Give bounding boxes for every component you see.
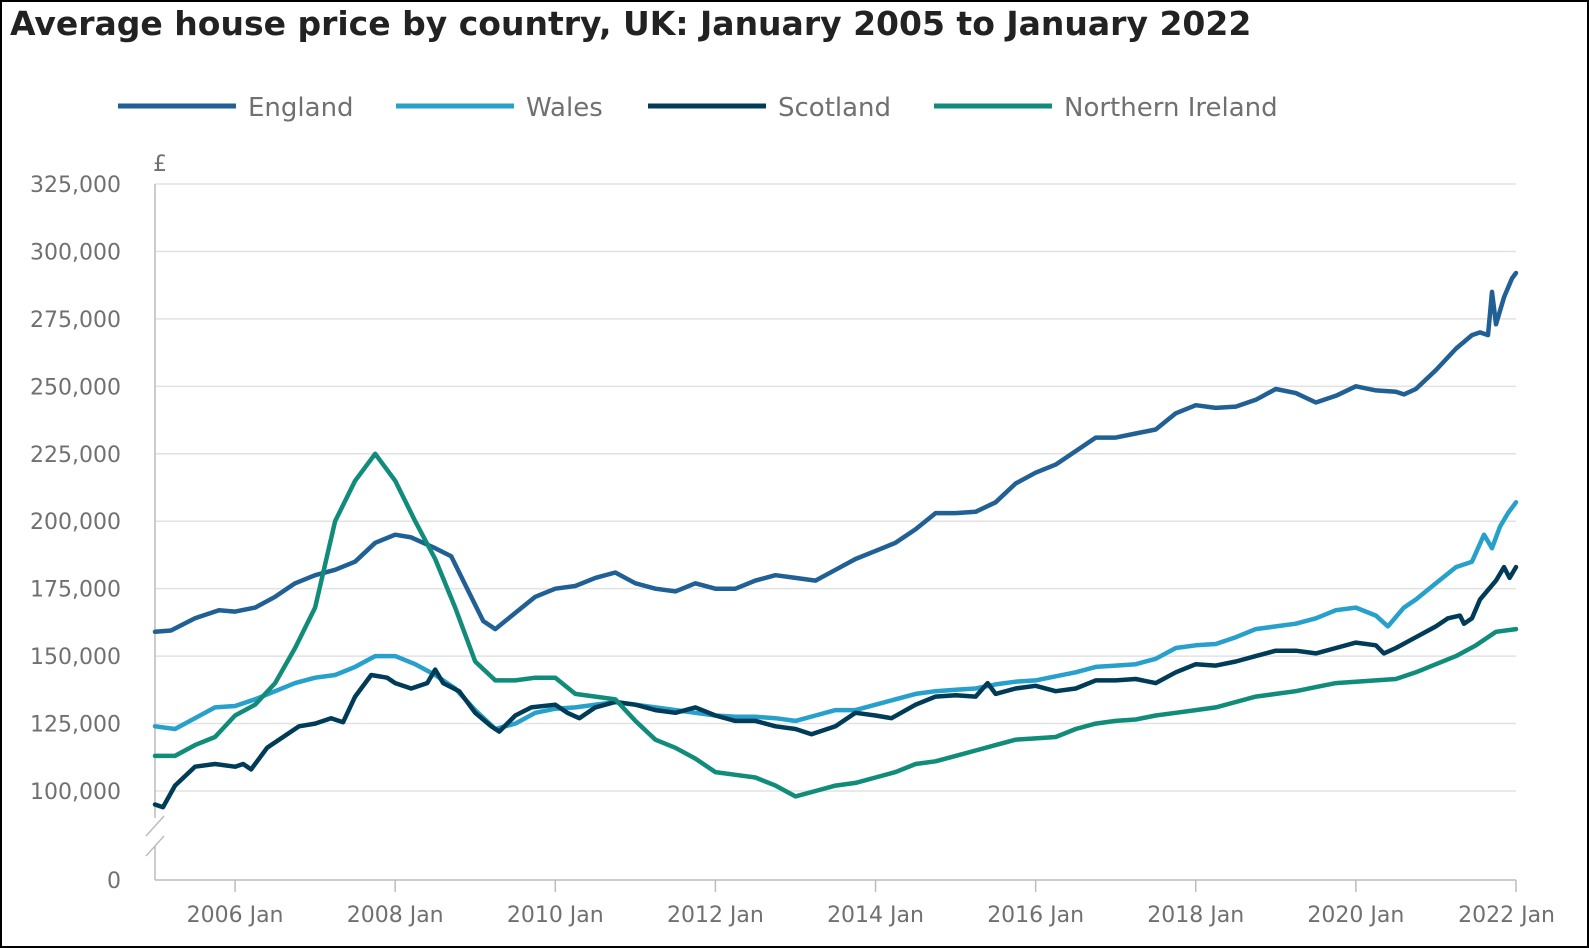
series-line-wales <box>152 500 1519 732</box>
x-tick-label: 2014 Jan <box>827 903 924 928</box>
y-tick-label: 300,000 <box>30 240 121 265</box>
gridlines <box>155 183 1516 792</box>
x-tick-labels: 2006 Jan 2008 Jan 2010 Jan 2012 Jan 2014 Jan… <box>187 903 1555 928</box>
x-tick-label: 2008 Jan <box>347 903 444 928</box>
x-tick-label: 2022 Jan <box>1458 903 1555 928</box>
series-lines <box>152 270 1519 810</box>
x-tick-label: 2010 Jan <box>507 903 604 928</box>
y-tick-label: 125,000 <box>30 713 121 738</box>
y-tick-label: 175,000 <box>30 578 121 603</box>
x-tick-label: 2018 Jan <box>1147 903 1244 928</box>
y-tick-labels: 0 100,000 125,000 150,000 175,000 200,000 225,… <box>30 152 167 894</box>
y-tick-label: 250,000 <box>30 375 121 400</box>
y-tick-label: 225,000 <box>30 443 121 468</box>
legend-label: Wales <box>526 93 603 123</box>
axis-break-mark <box>145 815 165 837</box>
y-tick-label: 200,000 <box>30 510 121 535</box>
axes <box>145 184 1517 892</box>
y-tick-label: 150,000 <box>30 645 121 670</box>
y-tick-label: 100,000 <box>30 780 121 805</box>
x-tick-label: 2012 Jan <box>667 903 764 928</box>
y-tick-label: 275,000 <box>30 308 121 333</box>
axis-break-mark <box>145 835 165 857</box>
chart-title: Average house price by country, UK: Janu… <box>10 4 1252 43</box>
legend-label: Northern Ireland <box>1064 93 1278 123</box>
y-axis-unit-label: £ <box>153 152 167 177</box>
series-line-northern-ireland <box>152 451 1519 799</box>
x-tick-label: 2006 Jan <box>187 903 284 928</box>
x-tick-label: 2020 Jan <box>1307 903 1404 928</box>
y-tick-label: 325,000 <box>30 173 121 198</box>
x-tick-label: 2016 Jan <box>987 903 1084 928</box>
legend-label: England <box>248 93 354 123</box>
legend-label: Scotland <box>778 93 891 123</box>
series-line-scotland <box>152 564 1519 810</box>
y-tick-label: 0 <box>107 869 121 894</box>
legend: England Wales Scotland Northern Ireland <box>118 93 1278 123</box>
series-line-england <box>152 270 1519 635</box>
